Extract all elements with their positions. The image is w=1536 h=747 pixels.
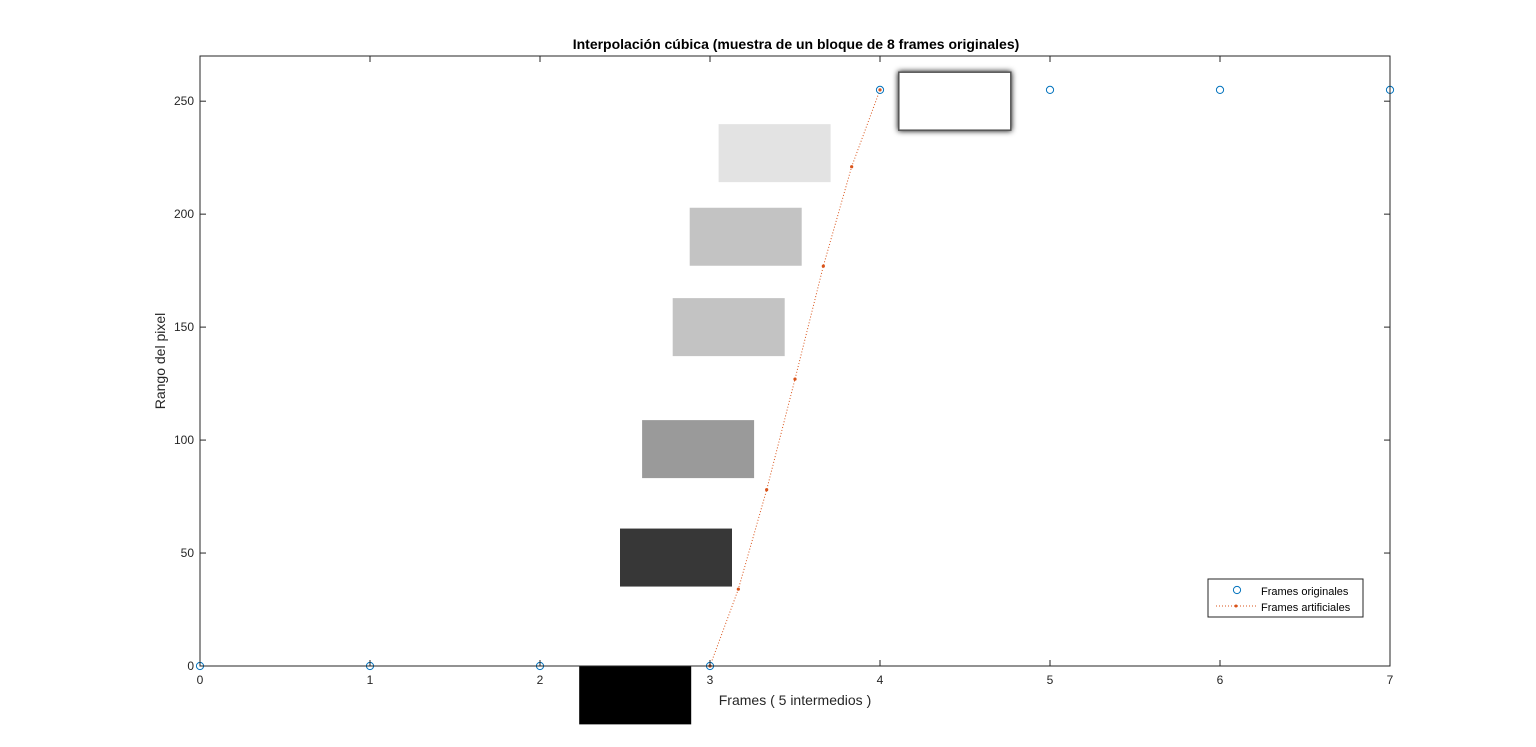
x-tick-label: 1 bbox=[367, 673, 374, 687]
point-artificial bbox=[850, 165, 854, 169]
legend-marker-originales bbox=[1232, 585, 1242, 595]
frame-swatch-1 bbox=[579, 666, 692, 725]
x-tick-label: 2 bbox=[537, 673, 544, 687]
frame-swatch-4 bbox=[672, 298, 785, 357]
x-tick-label: 4 bbox=[877, 673, 884, 687]
point-artificial bbox=[793, 377, 797, 381]
frame-swatch-5 bbox=[689, 207, 802, 266]
legend-label-artificiales: Frames artificiales bbox=[1261, 602, 1351, 614]
point-artificial bbox=[878, 88, 882, 92]
legend-label-originales: Frames originales bbox=[1261, 586, 1349, 598]
point-artificial bbox=[765, 488, 769, 492]
point-artificial bbox=[821, 264, 825, 268]
x-tick-label: 3 bbox=[707, 673, 714, 687]
x-tick-label: 0 bbox=[197, 673, 204, 687]
axis-ticks: 0 1 2 3 4 5 6 7 0 50 100 150 200 250 bbox=[174, 56, 1394, 687]
y-tick-label: 150 bbox=[174, 320, 194, 334]
frame-swatch-3 bbox=[642, 420, 755, 479]
point-original bbox=[1045, 85, 1055, 94]
y-axis-label: Rango del pixel bbox=[152, 313, 168, 410]
axes-box bbox=[199, 55, 1391, 667]
point-original bbox=[1215, 85, 1225, 94]
legend-marker-artificiales bbox=[1234, 604, 1238, 608]
frame-swatch-7 bbox=[898, 71, 1012, 131]
legend-box bbox=[1207, 578, 1364, 618]
frame-swatches bbox=[579, 71, 1012, 725]
x-tick-label: 7 bbox=[1387, 673, 1394, 687]
y-tick-label: 50 bbox=[181, 546, 195, 560]
y-tick-label: 200 bbox=[174, 207, 194, 221]
point-artificial bbox=[736, 587, 740, 591]
frame-swatch-6 bbox=[718, 124, 831, 183]
legend: Frames originales Frames artificiales bbox=[1207, 578, 1364, 618]
y-tick-label: 250 bbox=[174, 94, 194, 108]
y-tick-label: 0 bbox=[187, 659, 194, 673]
chart-title: Interpolación cúbica (muestra de un bloq… bbox=[573, 36, 1020, 52]
x-axis-label: Frames ( 5 intermedios ) bbox=[719, 692, 871, 708]
y-tick-label: 100 bbox=[174, 433, 194, 447]
x-tick-label: 5 bbox=[1047, 673, 1054, 687]
x-tick-label: 6 bbox=[1217, 673, 1224, 687]
frame-swatch-2 bbox=[620, 528, 732, 587]
point-original bbox=[875, 85, 885, 94]
